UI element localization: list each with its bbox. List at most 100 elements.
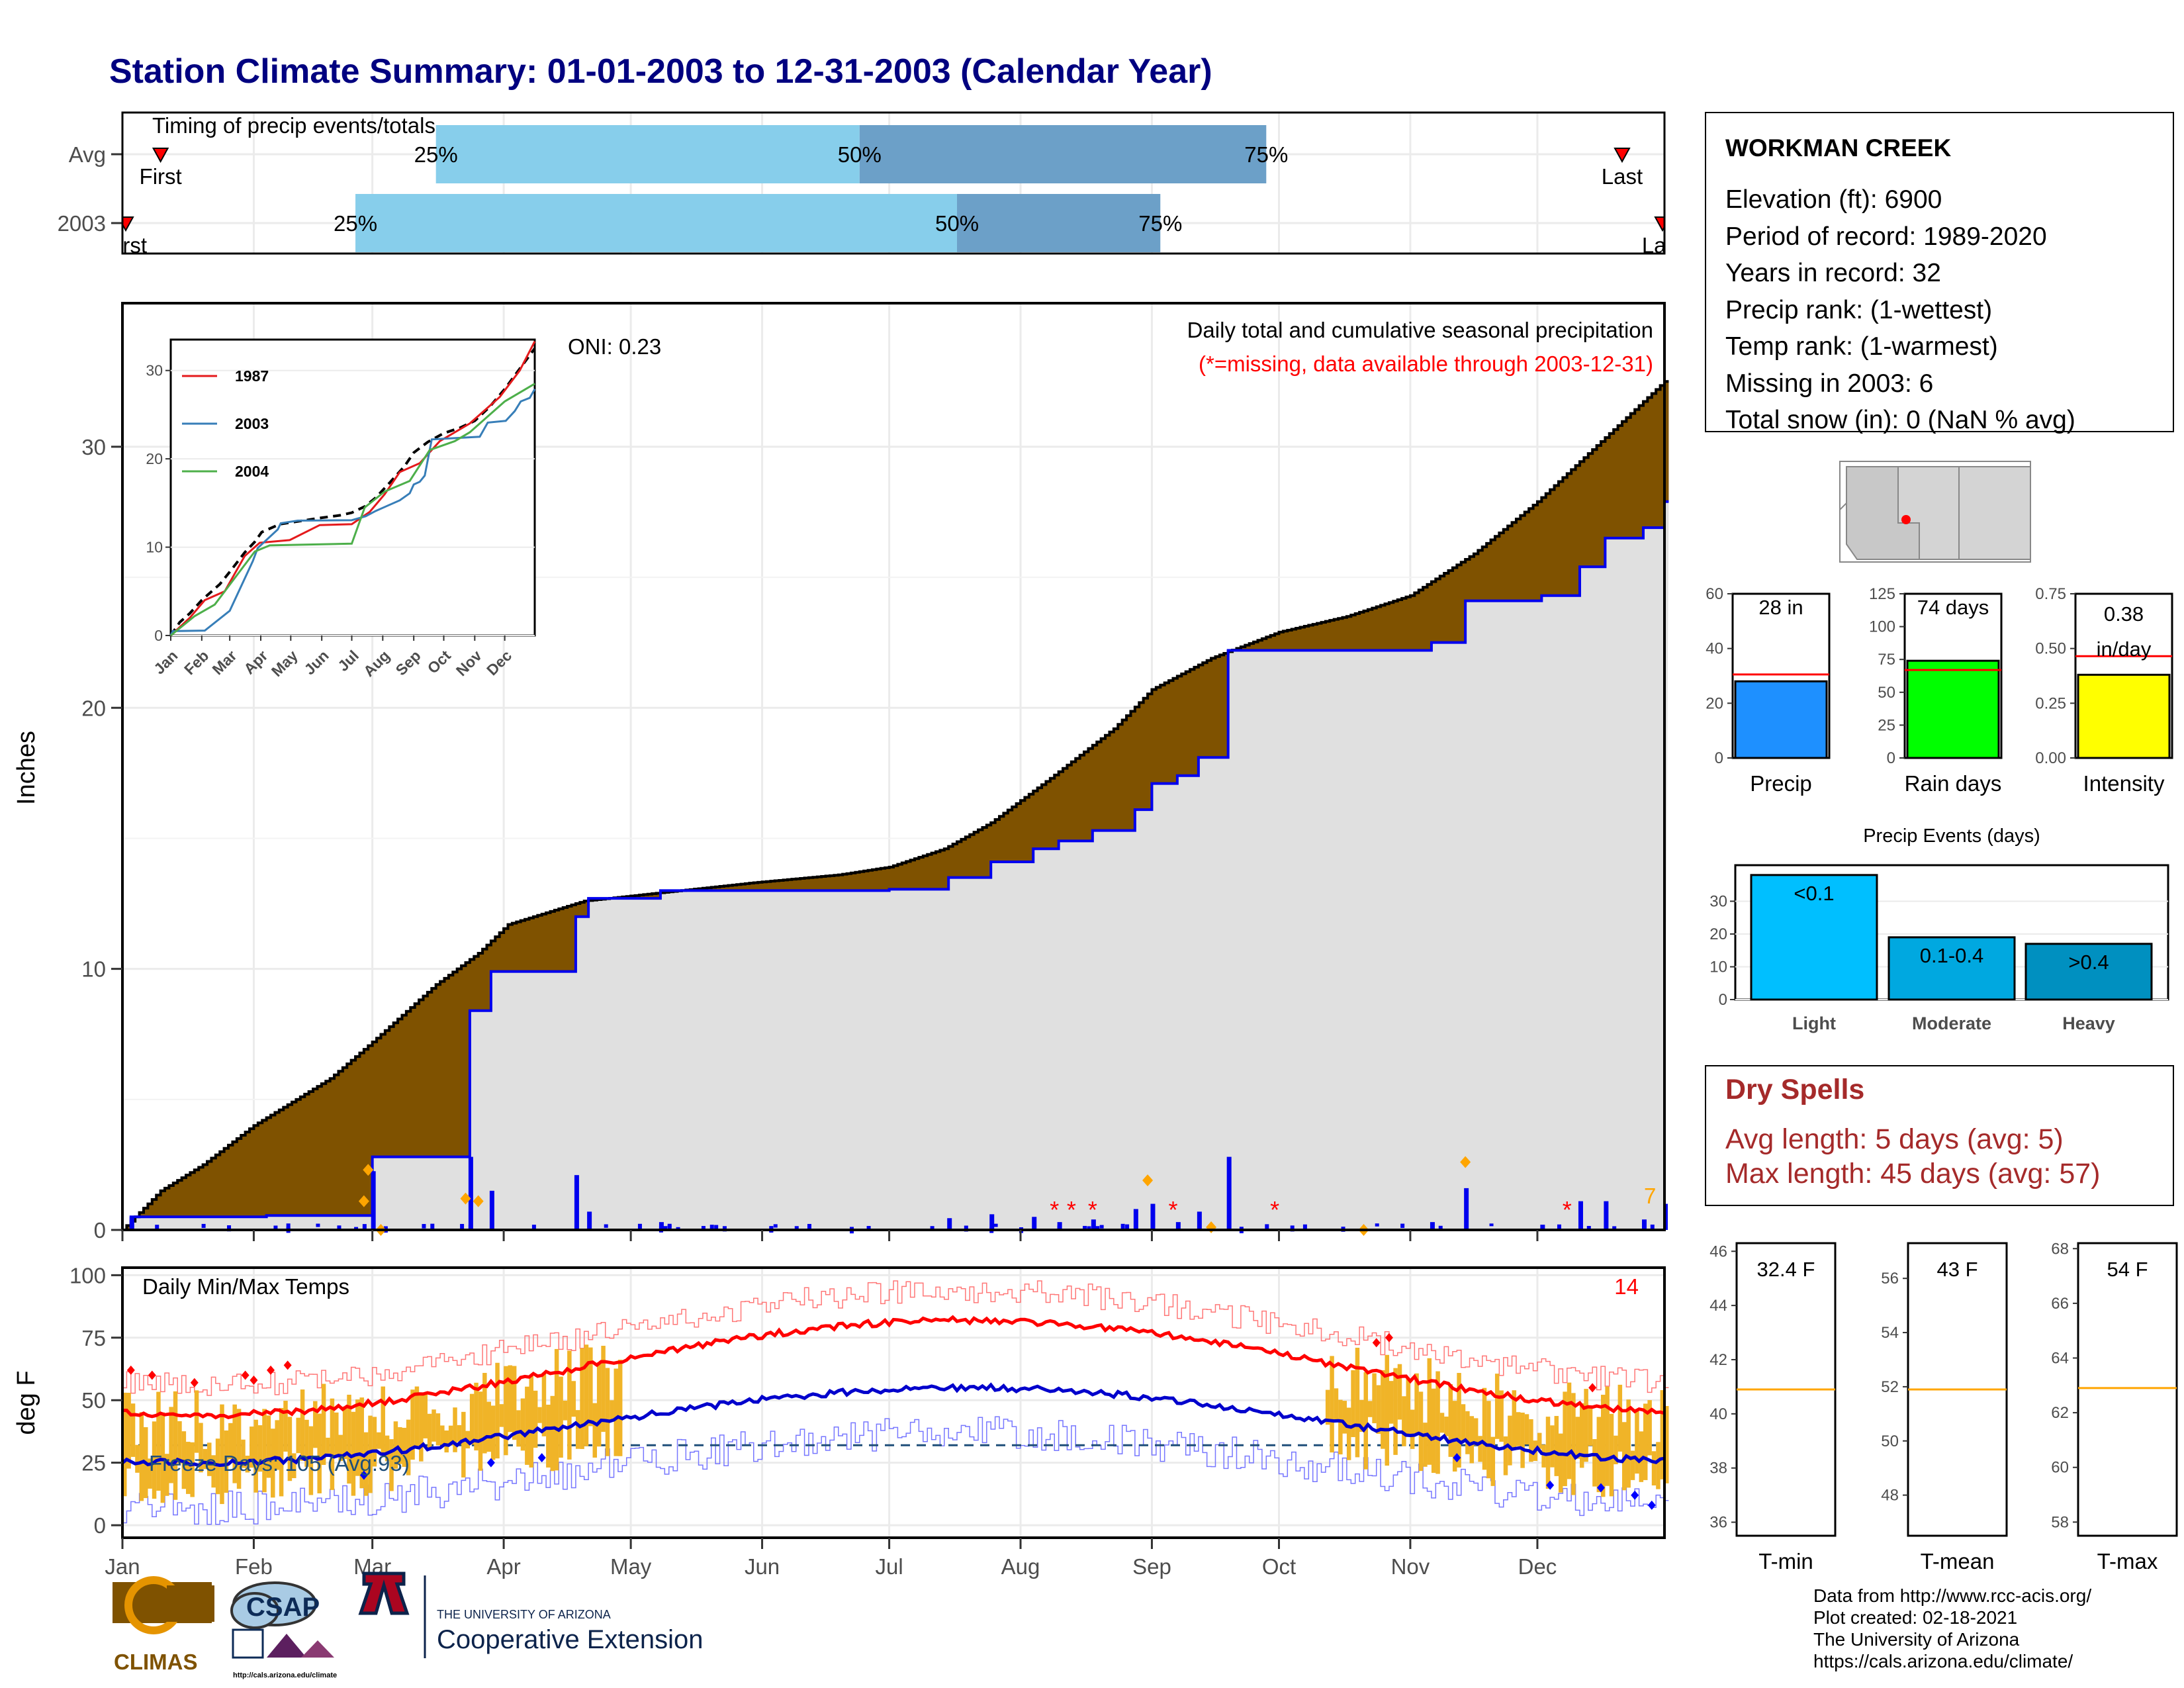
record-count: 14 bbox=[1614, 1274, 1639, 1299]
daily-temp-bar bbox=[330, 1398, 335, 1490]
daily-precip-bar bbox=[1290, 1225, 1295, 1232]
daily-temp-bar bbox=[148, 1458, 152, 1489]
daily-temp-bar bbox=[207, 1442, 212, 1476]
snow-marker bbox=[1460, 1156, 1471, 1168]
credit-url: https://cals.arizona.edu/climate/ bbox=[1813, 1651, 2073, 1671]
record-high-marker bbox=[1372, 1338, 1381, 1348]
precip-ytick: 0 bbox=[94, 1218, 106, 1243]
daily-temp-bar bbox=[160, 1412, 165, 1503]
cumulative-2003-area bbox=[122, 501, 1669, 1231]
daily-precip-bar bbox=[316, 1223, 320, 1227]
daily-temp-bar bbox=[1414, 1373, 1419, 1434]
events-category-label: Moderate bbox=[1912, 1013, 1991, 1033]
daily-temp-bar bbox=[584, 1344, 589, 1446]
daily-temp-bar bbox=[165, 1454, 169, 1496]
daily-temp-bar bbox=[1630, 1450, 1635, 1480]
timing-p25-label: 25% bbox=[414, 142, 458, 167]
daily-temp-bar bbox=[1490, 1436, 1496, 1486]
daily-temp-bar bbox=[377, 1432, 381, 1449]
daily-temp-bar bbox=[520, 1398, 525, 1451]
daily-temp-bar bbox=[453, 1407, 457, 1452]
daily-temp-bar bbox=[389, 1439, 394, 1491]
timing-p75-label: 75% bbox=[1244, 142, 1288, 167]
events-category-label: Heavy bbox=[2062, 1013, 2115, 1033]
daily-temp-bar bbox=[1571, 1393, 1576, 1495]
daily-temp-bar bbox=[596, 1362, 602, 1447]
daily-temp-bar bbox=[1461, 1404, 1466, 1442]
missing-marker: * bbox=[1067, 1196, 1076, 1223]
record-high-marker bbox=[283, 1360, 292, 1370]
inset-legend-label: 1987 bbox=[235, 367, 269, 385]
credit-plot-date: Plot created: 02-18-2021 bbox=[1813, 1607, 2017, 1628]
daily-precip-bar bbox=[531, 1225, 536, 1231]
csap-wordmark: CSAP bbox=[246, 1593, 320, 1622]
mini-bar-ytick: 0 bbox=[1715, 749, 1723, 767]
daily-temp-bar bbox=[1520, 1413, 1525, 1468]
temp-bar-value-label: 43 F bbox=[1936, 1258, 1978, 1281]
texas-shape bbox=[1958, 466, 2031, 560]
inset-ytick: 30 bbox=[146, 362, 163, 379]
daily-precip-bar bbox=[1302, 1224, 1307, 1231]
timing-last-label: Last bbox=[1602, 164, 1643, 189]
daily-temp-bar bbox=[1359, 1399, 1364, 1432]
temp-bar-ytick: 66 bbox=[2051, 1295, 2069, 1313]
mini-bar-ytick: 60 bbox=[1706, 585, 1723, 603]
month-tick-label: Dec bbox=[1518, 1554, 1557, 1579]
daily-temp-bar bbox=[1465, 1411, 1470, 1454]
daily-temp-bar bbox=[266, 1415, 271, 1478]
ua-name: THE UNIVERSITY OF ARIZONA bbox=[437, 1608, 611, 1621]
temp-bar-ytick: 38 bbox=[1709, 1460, 1727, 1477]
daily-precip-bar bbox=[1197, 1211, 1202, 1230]
daily-temp-bar bbox=[469, 1393, 475, 1445]
temp-ytick: 100 bbox=[69, 1263, 106, 1288]
daily-precip-bar bbox=[362, 1224, 367, 1229]
month-tick-label: Sep bbox=[1132, 1554, 1171, 1579]
mini-bar-value-unit: in/day bbox=[2097, 637, 2152, 661]
daily-temp-bar bbox=[1325, 1389, 1330, 1425]
timing-first-label: First bbox=[140, 164, 182, 189]
daily-temp-bar bbox=[605, 1368, 610, 1456]
daily-temp-bar bbox=[1605, 1386, 1610, 1486]
daily-precip-bar bbox=[1032, 1217, 1037, 1230]
daily-temp-bar bbox=[541, 1372, 547, 1436]
daily-temp-bar bbox=[1600, 1394, 1606, 1497]
month-tick-label: Aug bbox=[1001, 1554, 1040, 1579]
daily-temp-bar bbox=[617, 1359, 623, 1456]
daily-precip-bar bbox=[468, 1225, 473, 1229]
daily-temp-bar bbox=[1635, 1409, 1639, 1474]
daily-precip-bar bbox=[460, 1223, 465, 1231]
daily-temp-bar bbox=[368, 1415, 373, 1493]
daily-temp-bar bbox=[588, 1347, 593, 1427]
daily-temp-bar bbox=[250, 1427, 254, 1468]
daily-precip-bar bbox=[422, 1224, 426, 1229]
daily-temp-bar bbox=[567, 1350, 572, 1460]
temp-ytick: 0 bbox=[94, 1513, 106, 1538]
daily-temp-bar bbox=[495, 1362, 500, 1459]
temp-bar-ytick: 54 bbox=[1881, 1324, 1899, 1342]
daily-temp-bar bbox=[1508, 1415, 1512, 1466]
snow-count: 7 bbox=[1644, 1184, 1656, 1208]
daily-temp-bar bbox=[432, 1409, 436, 1442]
daily-precip-bar bbox=[930, 1226, 934, 1230]
csap-logo: CSAP http://cals.arizona.edu/climate bbox=[230, 1581, 337, 1679]
daily-temp-bar bbox=[1592, 1438, 1597, 1487]
month-tick-label: May bbox=[610, 1554, 652, 1579]
daily-temp-bar bbox=[474, 1382, 478, 1451]
daily-precip-bar bbox=[201, 1223, 206, 1229]
month-tick-label: Jun bbox=[745, 1554, 780, 1579]
daily-precip-bar bbox=[371, 1171, 376, 1230]
temp-ylabel: deg F bbox=[13, 1370, 40, 1434]
daily-temp-bar bbox=[1516, 1412, 1521, 1446]
daily-temp-bar bbox=[236, 1409, 242, 1489]
daily-temp-bar bbox=[1381, 1370, 1385, 1449]
daily-precip-bar bbox=[1540, 1225, 1545, 1230]
events-ytick: 20 bbox=[1709, 925, 1727, 943]
precip-note: Daily total and cumulative seasonal prec… bbox=[1187, 318, 1653, 342]
record-low-marker bbox=[1631, 1490, 1639, 1500]
daily-temp-bar bbox=[1639, 1431, 1644, 1482]
daily-temp-bar bbox=[1330, 1356, 1334, 1453]
daily-temp-bar bbox=[1617, 1384, 1623, 1452]
